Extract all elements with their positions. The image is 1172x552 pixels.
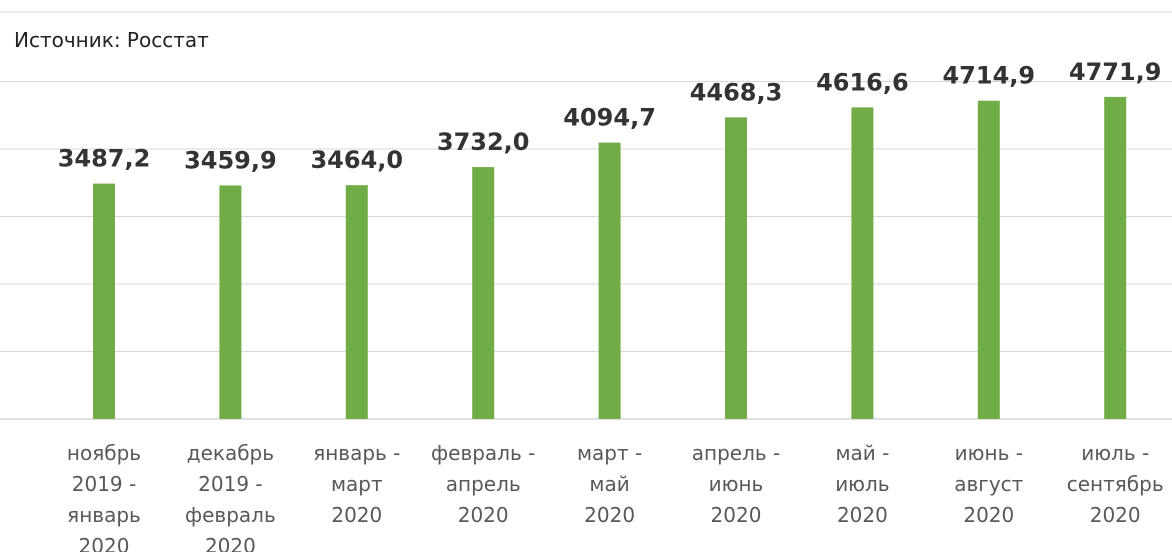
x-tick-label-line: 2020 <box>331 503 382 527</box>
x-tick-label-line: июль - <box>1081 441 1149 465</box>
x-tick-label-line: 2020 <box>458 503 509 527</box>
bar <box>851 107 874 419</box>
x-tick-label-line: 2020 <box>205 534 256 552</box>
x-tick-label: декабрь 2019 - февраль 2020 <box>185 441 276 552</box>
data-label: 4094,7 <box>563 104 656 132</box>
data-label: 3732,0 <box>437 128 530 156</box>
x-tick-label-line: 2020 <box>584 503 635 527</box>
data-label: 3464,0 <box>310 146 403 174</box>
x-tick-label-line: декабрь <box>187 441 274 465</box>
x-tick-label-line: май <box>589 472 629 496</box>
x-tick-label-line: август <box>954 472 1023 496</box>
x-tick-label: апрель - июнь 2020 <box>692 441 780 527</box>
x-tick-label: июль - сентябрь 2020 <box>1067 441 1164 527</box>
bars <box>93 96 1127 420</box>
data-label: 3459,9 <box>184 146 277 174</box>
x-tick-label: июнь - август 2020 <box>954 441 1023 527</box>
x-tick-label-line: январь <box>67 503 141 527</box>
bar <box>1104 96 1127 419</box>
x-tick-label-line: февраль - <box>431 441 535 465</box>
x-tick-label-line: 2020 <box>79 534 130 552</box>
data-label: 4714,9 <box>942 62 1035 90</box>
x-tick-label-line: июнь <box>709 472 764 496</box>
data-label: 4771,9 <box>1069 58 1162 86</box>
bar <box>725 117 747 420</box>
x-tick-label-line: ноябрь <box>67 441 141 465</box>
data-label: 3487,2 <box>58 145 151 173</box>
x-tick-label-line: июль <box>835 472 889 496</box>
bar <box>345 185 368 419</box>
bar <box>93 183 115 419</box>
gridlines <box>0 11 1172 420</box>
data-labels: 3487,2 3459,9 3464,0 3732,0 4094,7 4468,3 4616… <box>58 58 1162 175</box>
x-tick-label-line: март <box>331 472 383 496</box>
x-tick-label-line: февраль <box>185 503 276 527</box>
x-tick-label: январь - март 2020 <box>313 441 400 527</box>
source-label: Источник: Росстат <box>14 28 209 52</box>
bar <box>598 142 621 419</box>
data-label: 4468,3 <box>690 78 783 106</box>
x-tick-label-line: 2020 <box>1090 503 1141 527</box>
x-tick-label-line: 2020 <box>963 503 1014 527</box>
x-tick-label: март - май 2020 <box>577 441 642 527</box>
x-tick-label-line: январь - <box>313 441 400 465</box>
x-tick-label-line: 2019 - <box>72 472 136 496</box>
x-tick-label-line: март - <box>577 441 642 465</box>
bar <box>977 100 1000 419</box>
x-tick-label: ноябрь 2019 - январь 2020 <box>67 441 141 552</box>
x-tick-label-line: май - <box>835 441 889 465</box>
x-tick-label-line: апрель - <box>692 441 780 465</box>
x-tick-labels: ноябрь 2019 - январь 2020 декабрь 2019 - февра… <box>67 441 1164 552</box>
bar <box>219 185 242 419</box>
x-tick-label: февраль - апрель 2020 <box>431 441 535 527</box>
x-tick-label-line: июнь - <box>955 441 1023 465</box>
x-tick-label-line: апрель <box>446 472 521 496</box>
x-tick-label-line: 2020 <box>837 503 888 527</box>
x-tick-label: май - июль 2020 <box>835 441 889 527</box>
x-tick-label-line: 2020 <box>711 503 762 527</box>
bar <box>472 167 495 419</box>
x-tick-label-line: сентябрь <box>1067 472 1164 496</box>
data-label: 4616,6 <box>816 68 909 96</box>
x-tick-label-line: 2019 - <box>198 472 262 496</box>
